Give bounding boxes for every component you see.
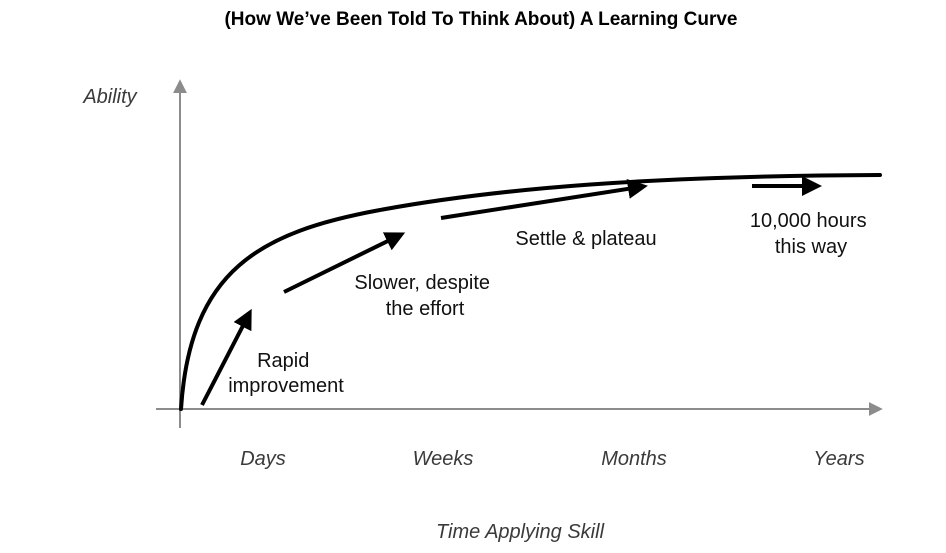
x-tick-months: Months <box>601 448 667 470</box>
annotation-rapid-line2: improvement <box>228 375 344 397</box>
annotation-slower-line2: the effort <box>386 298 465 320</box>
annotation-slower-line1: Slower, despite <box>354 272 490 294</box>
diagram-title: (How We’ve Been Told To Think About) A L… <box>224 9 737 30</box>
arrow-settle <box>440 178 648 220</box>
x-tick-weeks: Weeks <box>413 448 474 470</box>
learning-curve <box>179 173 882 411</box>
annotation-settle: Settle & plateau <box>515 228 656 250</box>
annotation-settle-line1: Settle & plateau <box>515 228 656 250</box>
annotation-10000-line2: this way <box>775 236 847 258</box>
x-axis-title: Time Applying Skill <box>436 521 605 543</box>
arrow-rapid <box>200 308 252 406</box>
annotation-10000: 10,000 hours this way <box>750 210 872 258</box>
x-tick-years: Years <box>813 448 864 470</box>
y-axis-title: Ability <box>82 86 137 108</box>
annotation-rapid: Rapid improvement <box>228 350 344 397</box>
x-tick-days: Days <box>240 448 286 470</box>
arrow-slower <box>283 232 406 294</box>
annotation-10000-line1: 10,000 hours <box>750 210 867 232</box>
annotation-slower: Slower, despite the effort <box>354 272 495 320</box>
annotation-rapid-line1: Rapid <box>257 350 309 372</box>
